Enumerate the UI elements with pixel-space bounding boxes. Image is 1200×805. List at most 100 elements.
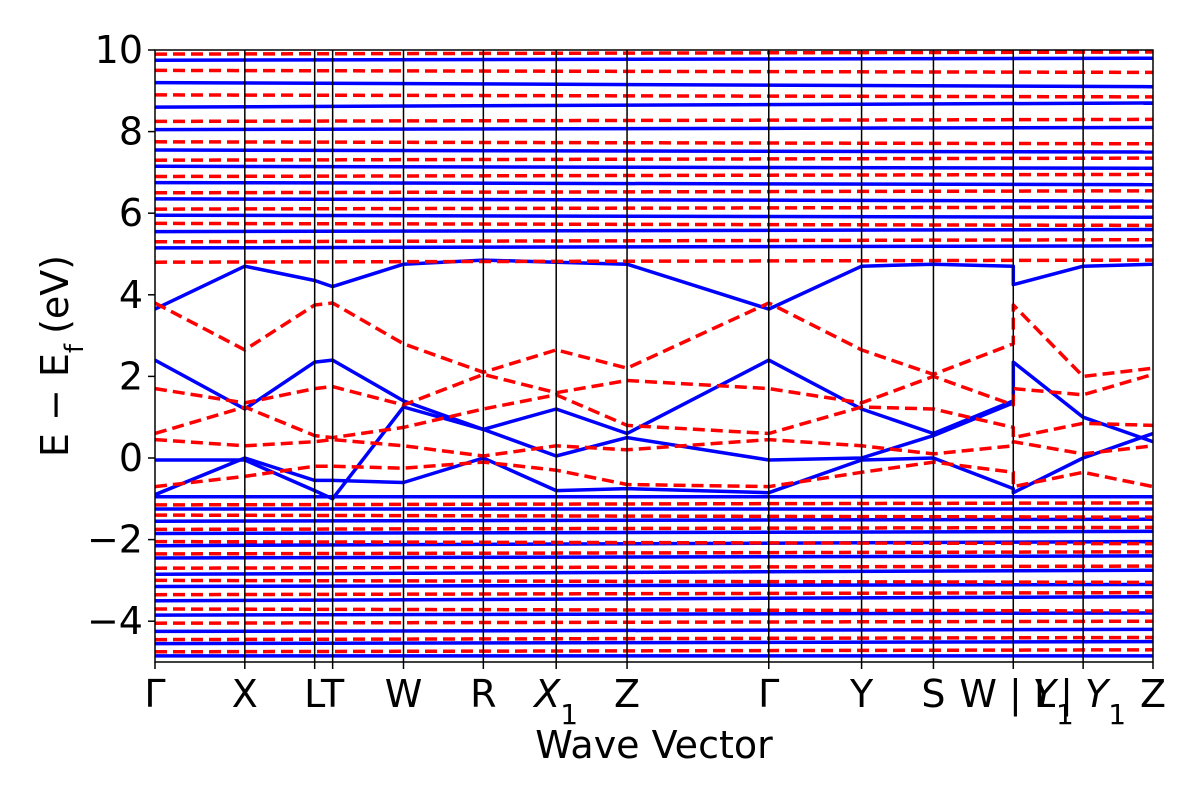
solid-band-20 bbox=[155, 197, 1153, 203]
x-tick-label: Y1 bbox=[1033, 672, 1074, 731]
x-tick-label: X bbox=[232, 672, 258, 716]
dashed-band-9 bbox=[155, 550, 1153, 556]
x-tick-label-sub: 1 bbox=[1056, 698, 1074, 731]
dashed-band-7 bbox=[155, 525, 1153, 532]
y-axis-label-main: E − E bbox=[33, 353, 77, 457]
solid-band-9 bbox=[155, 554, 1153, 560]
x-tick-label: | Y1 bbox=[1060, 672, 1126, 731]
y-tick-label: 4 bbox=[119, 273, 143, 317]
x-tick-label-sub: 1 bbox=[1108, 698, 1126, 731]
y-tick-label: −2 bbox=[87, 518, 143, 562]
solid-band-17 bbox=[155, 244, 1153, 250]
x-tick-label-main: X bbox=[532, 672, 561, 716]
solid-band-11 bbox=[155, 582, 1153, 589]
solid-band-23 bbox=[155, 148, 1153, 154]
x-tick-label-main: R bbox=[470, 672, 496, 716]
dashed-band-15 bbox=[155, 635, 1153, 642]
solid-band-10 bbox=[155, 568, 1153, 577]
x-axis-label: Wave Vector bbox=[535, 723, 773, 767]
dashed-band-18 bbox=[155, 237, 1153, 244]
solid-band-27 bbox=[155, 56, 1153, 62]
dashed-band-28 bbox=[155, 50, 1153, 56]
solid-band-25 bbox=[155, 101, 1153, 109]
x-tick-label-main: Γ bbox=[144, 672, 165, 716]
dashed-band-19 bbox=[155, 221, 1153, 228]
solid-band-6 bbox=[155, 517, 1153, 523]
dashed-band-21 bbox=[155, 189, 1153, 195]
x-tick-label-main: Z bbox=[1140, 672, 1166, 716]
solid-band-24 bbox=[155, 125, 1153, 132]
solid-band-19 bbox=[155, 213, 1153, 220]
x-tick-label-main: Y bbox=[849, 672, 874, 716]
x-tick-label: L bbox=[304, 672, 325, 716]
x-tick-label-main: W | L bbox=[959, 672, 1055, 717]
dashed-band-25 bbox=[155, 117, 1153, 124]
dashed-band-6 bbox=[155, 513, 1153, 519]
y-axis-label: E − Ef (eV) bbox=[33, 255, 90, 457]
x-tick-label-main: | Y bbox=[1060, 672, 1111, 717]
x-tick-label: R bbox=[470, 672, 496, 716]
dashed-band-1 bbox=[155, 372, 1153, 407]
y-tick-label: 2 bbox=[119, 354, 143, 398]
dashed-band-12 bbox=[155, 590, 1153, 597]
solid-band-14 bbox=[155, 627, 1153, 634]
x-tick-label: Γ bbox=[758, 672, 779, 716]
plot-frame bbox=[154, 49, 1154, 663]
x-tick-label: S bbox=[921, 672, 945, 716]
dashed-band-5 bbox=[155, 501, 1153, 507]
y-tick-label: 8 bbox=[119, 110, 143, 154]
y-tick-label: 0 bbox=[119, 436, 143, 480]
solid-band-22 bbox=[155, 164, 1153, 171]
dashed-band-23 bbox=[155, 156, 1153, 162]
x-tick-label-main: L bbox=[304, 672, 325, 716]
dashed-band-8 bbox=[155, 539, 1153, 546]
y-axis-label-sub: f bbox=[60, 343, 90, 353]
x-tick-label: W bbox=[385, 672, 423, 716]
solid-band-12 bbox=[155, 594, 1153, 603]
x-tick-label-main: S bbox=[921, 672, 945, 716]
solid-band-13 bbox=[155, 611, 1153, 617]
y-axis: −4 −2 0 2 4 6 8 10 bbox=[87, 28, 155, 643]
x-tick-label: Z bbox=[614, 672, 640, 716]
solid-band-21 bbox=[155, 180, 1153, 187]
x-tick-label: Z bbox=[1140, 672, 1166, 716]
dashed-band-0 bbox=[155, 301, 1153, 379]
x-tick-label: X1 bbox=[532, 672, 578, 731]
dashed-band-17 bbox=[155, 258, 1153, 264]
dashed-band-14 bbox=[155, 619, 1153, 625]
dashed-band-22 bbox=[155, 172, 1153, 179]
dashed-band-24 bbox=[155, 140, 1153, 146]
dashed-band-16 bbox=[155, 648, 1153, 654]
x-tick-label-main: Γ bbox=[758, 672, 779, 716]
bands-layer bbox=[155, 50, 1153, 658]
x-tick-label: Γ bbox=[144, 672, 165, 716]
dashed-band-27 bbox=[155, 68, 1153, 75]
solid-band-26 bbox=[155, 80, 1153, 89]
x-tick-label-main: X bbox=[232, 672, 258, 716]
y-tick-label: 6 bbox=[119, 191, 143, 235]
x-tick-label-main: Y bbox=[1033, 672, 1059, 716]
x-tick-label-main: Z bbox=[614, 672, 640, 716]
solid-band-7 bbox=[155, 529, 1153, 536]
x-tick-label-main: W bbox=[385, 672, 423, 716]
solid-band-0 bbox=[155, 258, 1153, 311]
x-tick-label: Y bbox=[849, 672, 874, 716]
kpoint-lines bbox=[244, 50, 1084, 662]
solid-band-15 bbox=[155, 639, 1153, 646]
solid-band-2 bbox=[155, 401, 1014, 501]
dashed-band-11 bbox=[155, 578, 1153, 585]
y-tick-label: −4 bbox=[87, 599, 143, 643]
y-tick-label: 10 bbox=[95, 28, 143, 72]
dashed-band-20 bbox=[155, 205, 1153, 211]
x-tick-label-sub: 1 bbox=[560, 698, 578, 731]
x-axis: Γ X LT W R X1 Z Γ Y S W | LY1| Y1 Z bbox=[144, 662, 1166, 731]
x-tick-label: W | L bbox=[959, 672, 1055, 717]
x-tick-label: T bbox=[320, 672, 345, 716]
y-axis-label-unit: (eV) bbox=[33, 255, 77, 334]
solid-band-18 bbox=[155, 227, 1153, 234]
dashed-band-13 bbox=[155, 607, 1153, 613]
dashed-band-10 bbox=[155, 564, 1153, 570]
dashed-band-26 bbox=[155, 93, 1153, 99]
